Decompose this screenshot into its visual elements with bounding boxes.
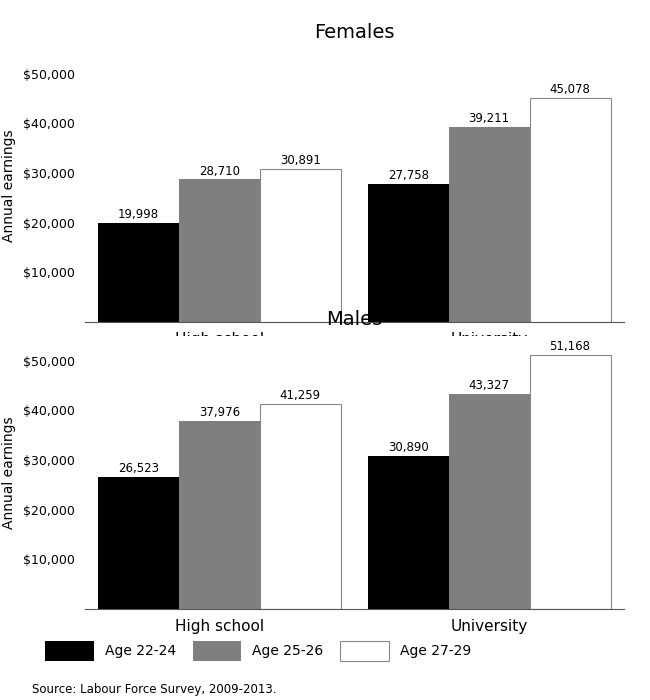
Text: 37,976: 37,976: [199, 405, 240, 419]
Y-axis label: Annual earnings: Annual earnings: [2, 416, 16, 528]
Title: Females: Females: [314, 23, 395, 42]
Bar: [368, 456, 448, 609]
Text: 43,327: 43,327: [469, 379, 510, 392]
Text: 30,891: 30,891: [280, 154, 320, 167]
Title: Males: Males: [326, 310, 382, 329]
Y-axis label: Annual earnings: Annual earnings: [2, 130, 16, 242]
Bar: [179, 421, 260, 609]
Bar: [98, 223, 179, 322]
Bar: [448, 394, 530, 609]
Text: 41,259: 41,259: [280, 389, 321, 402]
Text: Source: Labour Force Survey, 2009-2013.: Source: Labour Force Survey, 2009-2013.: [32, 683, 277, 696]
Text: 30,890: 30,890: [388, 441, 428, 454]
Bar: [448, 127, 530, 322]
Text: 26,523: 26,523: [118, 463, 159, 475]
Text: 27,758: 27,758: [387, 169, 429, 182]
Text: 45,078: 45,078: [550, 83, 590, 97]
Bar: [98, 477, 179, 609]
Text: 51,168: 51,168: [549, 340, 591, 353]
Bar: [260, 169, 341, 322]
Text: 28,710: 28,710: [199, 164, 240, 178]
Bar: [179, 179, 260, 322]
Text: 39,211: 39,211: [469, 113, 510, 125]
Bar: [260, 404, 341, 609]
Bar: [530, 355, 610, 609]
Text: 19,998: 19,998: [118, 208, 159, 220]
Bar: [368, 184, 448, 322]
Legend: Age 22-24, Age 25-26, Age 27-29: Age 22-24, Age 25-26, Age 27-29: [40, 636, 476, 666]
Bar: [530, 98, 610, 322]
